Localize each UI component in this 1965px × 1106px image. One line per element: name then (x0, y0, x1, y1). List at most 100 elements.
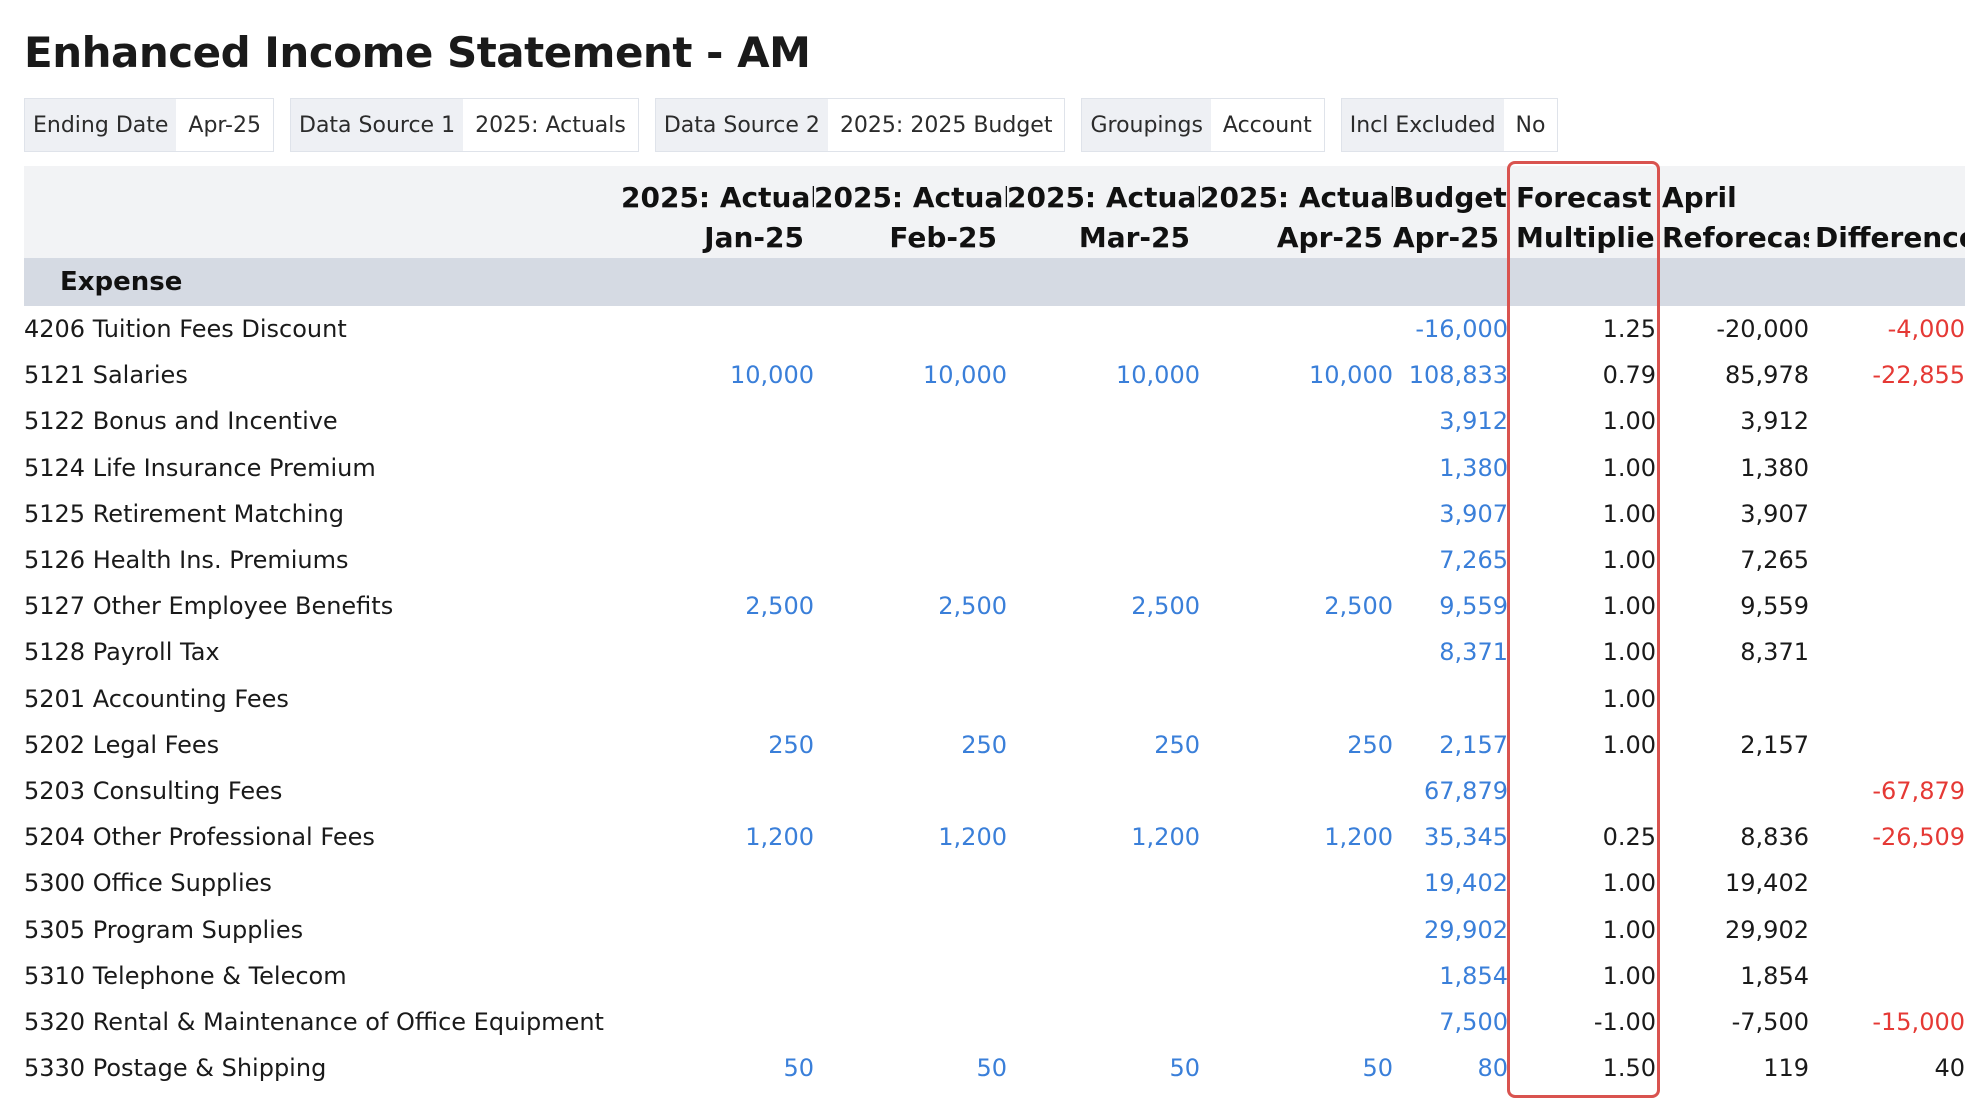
cell-budget[interactable]: 7,265 (1439, 546, 1508, 575)
table-row: 4206 Tuition Fees Discount -16,000 1.25 -20… (24, 306, 1965, 352)
cell-apr (1200, 999, 1393, 1045)
cell-apr[interactable]: 250 (1347, 730, 1393, 759)
cell-jan[interactable]: 1,200 (745, 823, 814, 852)
cell-apr (1200, 398, 1393, 444)
cell-reforecast: 29,902 (1725, 915, 1809, 944)
cell-apr[interactable]: 50 (1362, 1054, 1393, 1083)
filter-label: Incl Excluded (1341, 99, 1504, 151)
account-name: 5320 Rental & Maintenance of Office Equi… (24, 1007, 604, 1036)
header-forecast-multiplier[interactable]: Forecast Multiplier (1508, 166, 1656, 258)
cell-jan[interactable]: 250 (768, 730, 814, 759)
header-line1: 2025: Actuals (1007, 181, 1200, 214)
filter-value[interactable]: 2025: 2025 Budget (827, 99, 1065, 151)
cell-apr (1200, 953, 1393, 999)
cell-mar[interactable]: 10,000 (1116, 361, 1200, 390)
table-row: 5127 Other Employee Benefits 2,500 2,500 2,… (24, 583, 1965, 629)
filter-value[interactable]: Account (1210, 99, 1324, 151)
header-jan-actuals[interactable]: 2025: Actuals Jan-25 (621, 166, 814, 258)
cell-budget[interactable]: 1,380 (1439, 453, 1508, 482)
cell-reforecast: 85,978 (1725, 361, 1809, 390)
cell-mar[interactable]: 250 (1154, 730, 1200, 759)
cell-apr[interactable]: 2,500 (1324, 592, 1393, 621)
cell-apr (1200, 491, 1393, 537)
cell-difference: -4,000 (1887, 315, 1965, 344)
cell-feb[interactable]: 50 (976, 1054, 1007, 1083)
header-budget[interactable]: Budget Apr-25 (1393, 166, 1508, 258)
header-line2: Difference (1815, 221, 1965, 254)
cell-feb[interactable]: 10,000 (923, 361, 1007, 390)
cell-mar (1007, 860, 1200, 906)
cell-mar[interactable]: 2,500 (1131, 592, 1200, 621)
cell-difference: -26,509 (1872, 823, 1965, 852)
account-name: 5203 Consulting Fees (24, 776, 283, 805)
cell-budget[interactable]: 3,907 (1439, 499, 1508, 528)
cell-feb[interactable]: 250 (961, 730, 1007, 759)
cell-apr[interactable]: 10,000 (1309, 361, 1393, 390)
cell-jan (621, 953, 814, 999)
header-line2: Apr-25 (1393, 221, 1500, 254)
cell-jan (621, 491, 814, 537)
cell-budget[interactable]: 1,854 (1439, 961, 1508, 990)
cell-mar[interactable]: 50 (1169, 1054, 1200, 1083)
cell-budget[interactable]: 29,902 (1424, 915, 1508, 944)
header-account (24, 166, 621, 258)
cell-budget[interactable]: 2,157 (1439, 730, 1508, 759)
header-line1: 2025: Actuals (621, 181, 814, 214)
cell-multiplier: 1.00 (1602, 684, 1656, 713)
account-name: 5330 Postage & Shipping (24, 1054, 327, 1083)
cell-mar (1007, 953, 1200, 999)
filter-data-source-1[interactable]: Data Source 1 2025: Actuals (290, 98, 639, 152)
header-mar-actuals[interactable]: 2025: Actuals Mar-25 (1007, 166, 1200, 258)
filter-data-source-2[interactable]: Data Source 2 2025: 2025 Budget (654, 98, 1066, 152)
filter-incl-excluded[interactable]: Incl Excluded No (1340, 98, 1559, 152)
filter-value[interactable]: Apr-25 (176, 99, 273, 151)
cell-budget[interactable]: 67,879 (1424, 776, 1508, 805)
account-name: 4206 Tuition Fees Discount (24, 315, 347, 344)
header-line1: 2025: Actuals (1200, 181, 1393, 214)
filter-groupings[interactable]: Groupings Account (1081, 98, 1325, 152)
cell-feb[interactable]: 2,500 (938, 592, 1007, 621)
cell-budget[interactable]: 7,500 (1439, 1007, 1508, 1036)
cell-jan[interactable]: 2,500 (745, 592, 814, 621)
cell-budget[interactable]: -16,000 (1415, 315, 1508, 344)
cell-budget[interactable]: 19,402 (1424, 869, 1508, 898)
table-row: 5320 Rental & Maintenance of Office Equi… (24, 999, 1965, 1045)
cell-budget[interactable]: 35,345 (1424, 823, 1508, 852)
cell-apr (1200, 860, 1393, 906)
table-row: 5126 Health Ins. Premiums 7,265 1.00 7,265 (24, 537, 1965, 583)
header-feb-actuals[interactable]: 2025: Actuals Feb-25 (814, 166, 1007, 258)
cell-multiplier: 1.00 (1602, 730, 1656, 759)
header-apr-actuals[interactable]: 2025: Actuals Apr-25 (1200, 166, 1393, 258)
account-name: 5305 Program Supplies (24, 915, 304, 944)
table-row: 5202 Legal Fees 250 250 250 250 2,157 1.00 2,15… (24, 722, 1965, 768)
cell-jan[interactable]: 50 (783, 1054, 814, 1083)
account-name: 5310 Telephone & Telecom (24, 961, 347, 990)
cell-multiplier: 1.00 (1602, 592, 1656, 621)
cell-budget[interactable]: 9,559 (1439, 592, 1508, 621)
cell-multiplier: 1.00 (1602, 869, 1656, 898)
filter-value[interactable]: No (1503, 99, 1558, 151)
cell-budget[interactable]: 8,371 (1439, 638, 1508, 667)
cell-feb[interactable]: 1,200 (938, 823, 1007, 852)
filter-value[interactable]: 2025: Actuals (463, 99, 638, 151)
filter-ending-date[interactable]: Ending Date Apr-25 (24, 98, 274, 152)
cell-budget[interactable]: 108,833 (1408, 361, 1508, 390)
filter-label: Data Source 1 (291, 99, 464, 151)
header-april-reforecast[interactable]: April Reforecast (1656, 166, 1809, 258)
cell-multiplier (1508, 768, 1656, 814)
cell-multiplier: 1.00 (1602, 407, 1656, 436)
cell-jan[interactable]: 10,000 (730, 361, 814, 390)
cell-budget[interactable]: 80 (1477, 1054, 1508, 1083)
header-line2: Mar-25 (1078, 221, 1190, 254)
cell-feb (814, 537, 1007, 583)
cell-reforecast: 119 (1763, 1054, 1809, 1083)
cell-apr[interactable]: 1,200 (1324, 823, 1393, 852)
cell-mar[interactable]: 1,200 (1131, 823, 1200, 852)
cell-difference: 40 (1934, 1054, 1965, 1083)
cell-difference: -15,000 (1872, 1007, 1965, 1036)
header-difference[interactable]: Difference (1809, 166, 1965, 258)
cell-budget[interactable]: 3,912 (1439, 407, 1508, 436)
table-row: 5128 Payroll Tax 8,371 1.00 8,371 (24, 629, 1965, 675)
filter-bar: Ending Date Apr-25 Data Source 1 2025: A… (24, 98, 1559, 152)
cell-reforecast: 2,157 (1740, 730, 1809, 759)
